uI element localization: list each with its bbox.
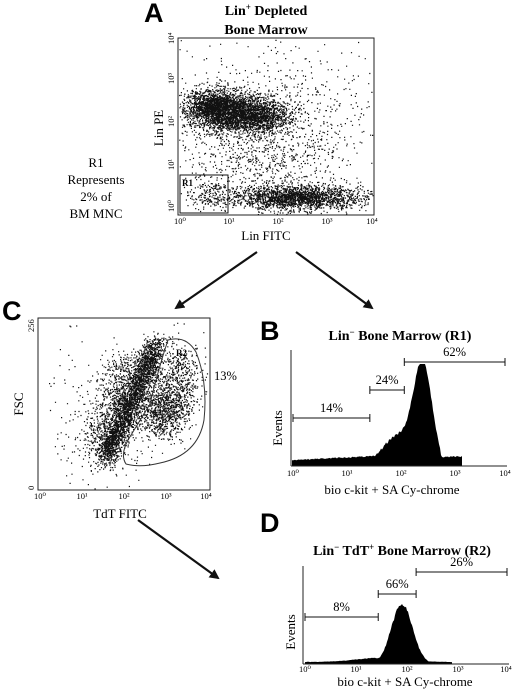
panel-a-title-line1: Lin+ Depleted: [225, 2, 308, 19]
panel-a: A Lin+ Depleted Bone Marrow R1 10⁰ 10¹ 1…: [144, 0, 378, 243]
panel-d-markers: 8% 66% 26%: [304, 555, 508, 621]
r1-gate-label: R1: [182, 178, 193, 188]
panel-b-xtick-1: 10¹: [341, 468, 353, 478]
arrow-c-to-d: [137, 519, 220, 580]
panel-d-marker-label-2: 26%: [450, 555, 473, 569]
r1-note-line-3: 2% of: [80, 189, 112, 204]
panel-b-markers: 14% 24% 62%: [292, 345, 506, 422]
panel-d: D Lin− TdT+ Bone Marrow (R2) 8% 66% 26% 10…: [260, 508, 512, 689]
panel-b-xtick-2: 10²: [395, 468, 407, 478]
panel-d-xlabel: bio c-kit + SA Cy-chrome: [337, 674, 472, 689]
panel-d-xtick-1: 10¹: [350, 664, 362, 674]
arrow-a-to-b: [295, 251, 374, 310]
panel-a-ytick-4: 10⁴: [166, 33, 176, 45]
panel-b-ylabel: Events: [270, 410, 285, 445]
arrow-a-to-c: [174, 251, 258, 310]
r1-note-line-2: Represents: [67, 172, 124, 187]
panel-b-histogram: [292, 364, 462, 466]
panel-b-marker-label-2: 62%: [443, 345, 466, 359]
panel-d-xtick-2: 10²: [401, 664, 413, 674]
r2-gate: [122, 338, 206, 467]
panel-d-xtick-4: 10⁴: [500, 664, 512, 674]
panel-a-xtick-3: 10³: [321, 216, 333, 226]
panel-a-xtick-2: 10²: [272, 216, 284, 226]
panel-b-xlabel: bio c-kit + SA Cy-chrome: [324, 482, 459, 497]
r1-gate: [179, 174, 229, 214]
panel-a-xtick-1: 10¹: [223, 216, 235, 226]
r1-note-line-1: R1: [88, 155, 103, 170]
panel-a-ylabel: Lin PE: [151, 110, 166, 147]
r2-gate-label: R2: [176, 348, 187, 358]
panel-d-histogram-area: [305, 604, 452, 664]
panel-c-xtick-4: 10⁴: [200, 491, 212, 501]
panel-b-marker-label-0: 14%: [320, 401, 343, 415]
panel-c-plot-frame: [37, 317, 211, 491]
panel-b-marker-line-2: [403, 358, 506, 366]
panel-c-dots: [49, 322, 209, 490]
panel-b-xtick-0: 10⁰: [287, 468, 300, 478]
panel-a-ytick-3: 10³: [166, 73, 176, 85]
panel-d-marker-line-2: [415, 568, 508, 576]
panel-c-ytick-0: 0: [26, 486, 36, 490]
panel-d-title: Lin− TdT+ Bone Marrow (R2): [313, 542, 491, 559]
panel-c-xtick-1: 10¹: [76, 491, 88, 501]
panel-a-xtick-0: 10⁰: [174, 216, 187, 226]
panel-a-dots: [179, 39, 374, 216]
panel-c-xtick-3: 10³: [160, 491, 172, 501]
panel-b-marker-label-1: 24%: [376, 373, 399, 387]
r2-gate-percent: 13%: [214, 369, 237, 383]
panel-b-marker-line-1: [369, 386, 405, 394]
panel-b-xtick-3: 10³: [449, 468, 461, 478]
panel-a-xtick-4: 10⁴: [366, 216, 378, 226]
panel-a-letter: A: [144, 0, 164, 28]
panel-c-ylabel: FSC: [11, 392, 26, 415]
panel-c-ytick-1: 256: [26, 319, 36, 332]
panel-d-histogram: [305, 604, 452, 664]
panel-d-ylabel: Events: [283, 614, 298, 649]
panel-d-marker-line-0: [304, 613, 379, 621]
panel-a-ytick-0: 10⁰: [166, 200, 176, 213]
panel-a-title-line2: Bone Marrow: [224, 23, 308, 38]
panel-b: B Lin− Bone Marrow (R1) 14% 24% 62% 10⁰ 10…: [260, 316, 511, 497]
panel-b-marker-line-0: [292, 414, 371, 422]
panel-c-xtick-0: 10⁰: [34, 491, 47, 501]
panel-b-histogram-area: [292, 364, 462, 466]
panel-b-xtick-4: 10⁴: [499, 468, 511, 478]
panel-d-marker-label-0: 8%: [333, 600, 350, 614]
panel-d-marker-label-1: 66%: [386, 577, 409, 591]
panel-b-title: Lin− Bone Marrow (R1): [329, 327, 472, 344]
panel-a-ytick-2: 10²: [166, 116, 176, 128]
panel-c-xtick-2: 10²: [118, 491, 130, 501]
panel-d-letter: D: [260, 508, 280, 538]
r1-note-line-4: BM MNC: [69, 206, 122, 221]
panel-d-xtick-0: 10⁰: [299, 664, 312, 674]
panel-b-letter: B: [260, 316, 280, 346]
panel-d-xtick-3: 10³: [452, 664, 464, 674]
panel-d-marker-line-1: [377, 590, 417, 598]
panel-a-ytick-1: 10¹: [166, 159, 176, 171]
panel-a-xlabel: Lin FITC: [241, 228, 290, 243]
r1-note: R1 Represents 2% of BM MNC: [67, 155, 124, 221]
panel-a-plot-frame: [177, 37, 375, 216]
panel-c: C R2 13% 10⁰ 10¹ 10² 10³ 10⁴ 0 256 TdT F…: [2, 296, 237, 521]
panel-c-events: [49, 322, 209, 490]
panel-c-letter: C: [2, 296, 22, 326]
panel-c-xlabel: TdT FITC: [93, 506, 147, 521]
panel-a-events: [179, 39, 374, 216]
